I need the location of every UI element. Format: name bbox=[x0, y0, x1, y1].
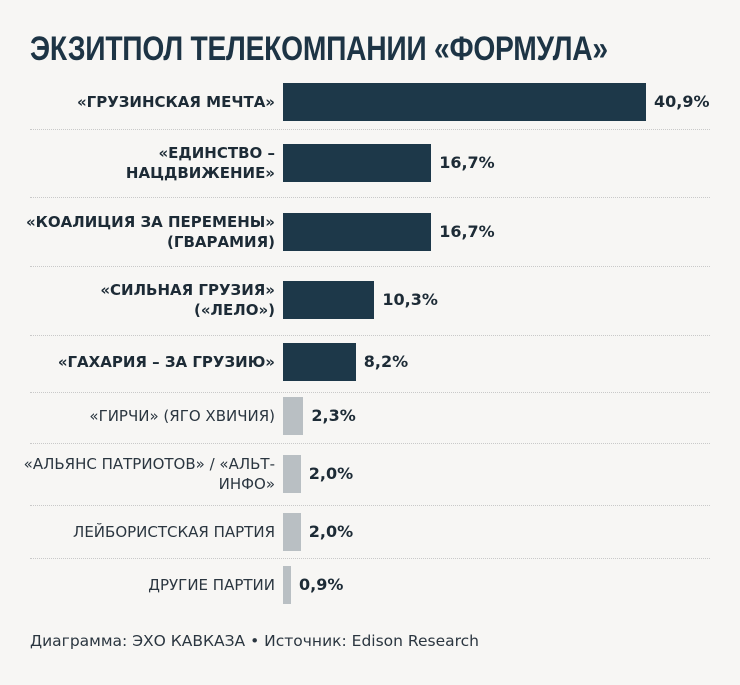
value-label: 10,3% bbox=[382, 290, 438, 309]
category-label: ЛЕЙБОРИСТСКАЯ ПАРТИЯ bbox=[15, 507, 275, 557]
bar bbox=[283, 144, 432, 182]
row-divider bbox=[30, 392, 710, 393]
bar bbox=[283, 513, 301, 551]
category-label-text: «СИЛЬНАЯ ГРУЗИЯ» («ЛЕЛО») bbox=[100, 281, 275, 319]
category-label: «КОАЛИЦИЯ ЗА ПЕРЕМЕНЫ» (ГВАРАМИЯ) bbox=[15, 207, 275, 257]
category-label-text: «ГРУЗИНСКАЯ МЕЧТА» bbox=[76, 93, 275, 111]
bar bbox=[283, 343, 356, 381]
bar bbox=[283, 566, 291, 604]
row-divider bbox=[30, 197, 710, 198]
value-label: 16,7% bbox=[439, 153, 495, 172]
row-divider bbox=[30, 558, 710, 559]
value-label: 2,0% bbox=[308, 464, 354, 483]
value-label: 16,7% bbox=[439, 222, 495, 241]
bar bbox=[283, 281, 375, 319]
category-label-text: «КОАЛИЦИЯ ЗА ПЕРЕМЕНЫ» (ГВАРАМИЯ) bbox=[25, 213, 275, 251]
row-divider bbox=[30, 335, 710, 336]
chart-title: ЭКЗИТПОЛ ТЕЛЕКОМПАНИИ «ФОРМУЛА» bbox=[30, 30, 608, 68]
value-label: 2,3% bbox=[311, 406, 356, 425]
category-label-text: «ГИРЧИ» (ЯГО ХВИЧИЯ) bbox=[89, 407, 275, 425]
category-label-text: ДРУГИЕ ПАРТИИ bbox=[148, 576, 275, 594]
category-label-text: «ГАХАРИЯ – ЗА ГРУЗИЮ» bbox=[57, 353, 275, 371]
value-label: 40,9% bbox=[654, 92, 710, 111]
category-label: «ГИРЧИ» (ЯГО ХВИЧИЯ) bbox=[15, 391, 275, 441]
row-divider bbox=[30, 505, 710, 506]
category-label: «АЛЬЯНС ПАТРИОТОВ» / «АЛЬТ-ИНФО» bbox=[15, 449, 275, 499]
bar bbox=[283, 397, 304, 435]
category-label: ДРУГИЕ ПАРТИИ bbox=[15, 560, 275, 610]
value-label: 8,2% bbox=[363, 352, 409, 371]
bar bbox=[283, 83, 646, 121]
category-label: «СИЛЬНАЯ ГРУЗИЯ» («ЛЕЛО») bbox=[15, 275, 275, 325]
row-divider bbox=[30, 443, 710, 444]
value-label: 0,9% bbox=[299, 575, 344, 594]
category-label-text: «АЛЬЯНС ПАТРИОТОВ» / «АЛЬТ-ИНФО» bbox=[23, 455, 275, 493]
bar bbox=[283, 213, 432, 251]
category-label: «ГАХАРИЯ – ЗА ГРУЗИЮ» bbox=[15, 337, 275, 387]
chart-footer: Диаграмма: ЭХО КАВКАЗА • Источник: Ediso… bbox=[30, 632, 480, 650]
bar bbox=[283, 455, 301, 493]
row-divider bbox=[30, 266, 710, 267]
row-divider bbox=[30, 129, 710, 130]
category-label: «ГРУЗИНСКАЯ МЕЧТА» bbox=[15, 77, 275, 127]
category-label-text: «ЕДИНСТВО – НАЦДВИЖЕНИЕ» bbox=[125, 144, 275, 182]
value-label: 2,0% bbox=[308, 522, 354, 541]
category-label-text: ЛЕЙБОРИСТСКАЯ ПАРТИЯ bbox=[73, 523, 275, 541]
category-label: «ЕДИНСТВО – НАЦДВИЖЕНИЕ» bbox=[15, 138, 275, 188]
